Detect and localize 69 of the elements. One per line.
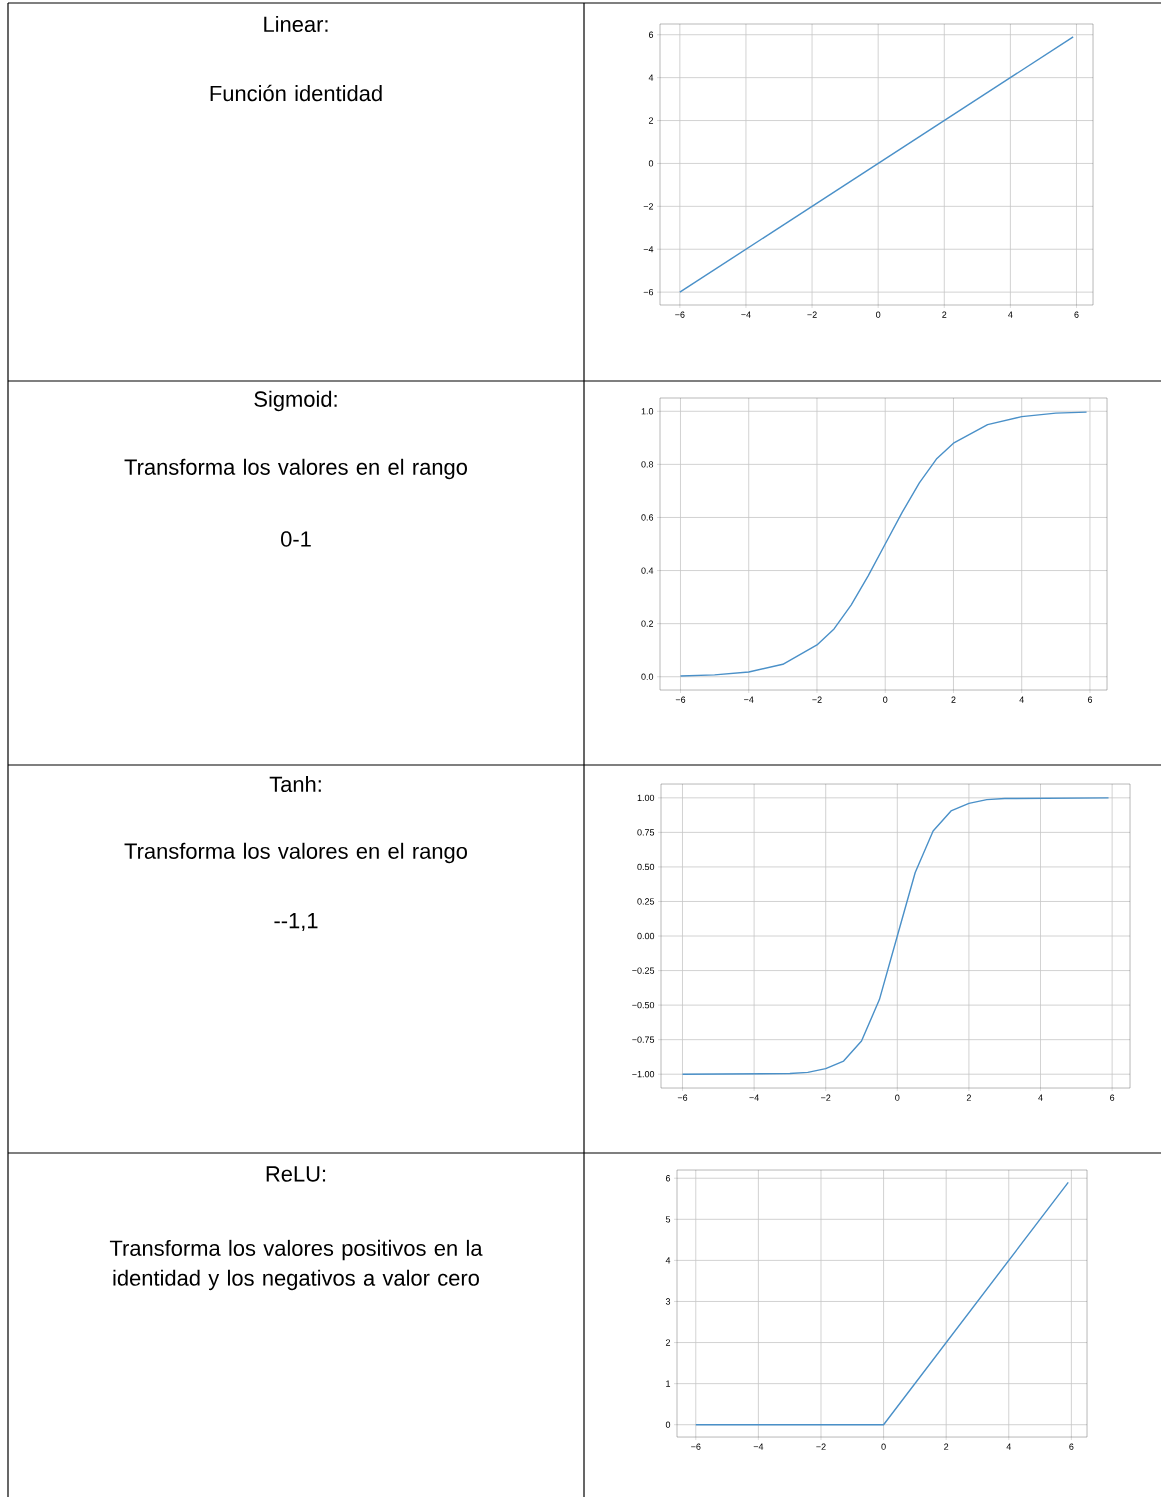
y-tick-label: −0.25 (632, 967, 655, 974)
y-tick-label: −0.50 (632, 1001, 655, 1009)
y-tick-label: 0.6 (641, 514, 654, 521)
y-tick-label: 4 (648, 74, 654, 81)
y-tick-label: 6 (648, 31, 654, 38)
x-tick-label: 6 (1087, 696, 1093, 703)
y-tick-label: 0.25 (637, 898, 655, 905)
y-tick-label: −4 (643, 246, 654, 253)
y-tick-label: 0.75 (637, 829, 655, 836)
x-tick-label: 6 (1110, 1094, 1115, 1101)
x-tick-label: −4 (749, 1094, 759, 1101)
y-tick-label: 0.8 (641, 461, 654, 468)
x-tick-label: 2 (951, 696, 956, 703)
text: Transforma los valores en el rango (124, 458, 467, 480)
x-tick-label: −2 (816, 1443, 826, 1450)
x-tick-label: 4 (1008, 311, 1013, 318)
x-tick-label: 6 (1074, 311, 1079, 318)
text: Transforma los valores en el rango (124, 842, 467, 864)
x-tick-label: 0 (876, 311, 881, 318)
y-tick-label: 3 (665, 1298, 671, 1305)
y-tick-label: −6 (643, 288, 654, 296)
x-tick-label: −6 (691, 1443, 701, 1450)
y-tick-label: 1 (666, 1380, 671, 1387)
x-tick-label: −2 (807, 311, 817, 318)
y-tick-label: 2 (648, 117, 654, 124)
x-tick-label: 4 (1006, 1443, 1011, 1450)
x-tick-label: 2 (944, 1443, 949, 1450)
y-tick-label: 0.0 (641, 673, 654, 680)
x-tick-label: 2 (942, 311, 947, 318)
x-tick-label: −4 (753, 1443, 764, 1450)
text: Transforma los valores positivos en la identidad y los negativos a valor cero (109, 1239, 483, 1291)
y-tick-label: 0.00 (637, 932, 655, 940)
x-tick-label: 0 (883, 696, 888, 703)
text: --1,1 (274, 913, 318, 931)
x-tick-label: 4 (1038, 1094, 1043, 1101)
text: Tanh: (269, 775, 321, 793)
x-tick-label: 0 (881, 1443, 886, 1450)
y-tick-label: 6 (665, 1175, 671, 1182)
x-tick-label: −2 (821, 1094, 831, 1101)
x-tick-label: −2 (812, 696, 822, 703)
x-tick-label: −6 (675, 311, 685, 318)
x-tick-label: −6 (675, 696, 686, 703)
y-tick-label: 0 (665, 1421, 671, 1428)
y-tick-label: 1.00 (637, 794, 655, 802)
y-tick-label: 0.2 (641, 620, 654, 627)
text: Linear: (264, 15, 328, 33)
text: ReLU: (266, 1166, 326, 1182)
y-tick-label: 0.4 (641, 567, 654, 574)
x-tick-label: −4 (741, 311, 751, 318)
y-tick-label: −2 (643, 203, 654, 210)
y-tick-label: 0.50 (637, 863, 655, 871)
line-series (681, 797, 1110, 1075)
x-tick-label: 6 (1069, 1443, 1074, 1450)
y-tick-label: −0.75 (632, 1036, 655, 1043)
y-tick-label: 0 (648, 160, 654, 167)
x-tick-label: 4 (1019, 696, 1024, 703)
y-tick-label: 5 (665, 1216, 671, 1223)
text: Función identidad (210, 84, 382, 102)
line-series (679, 411, 1088, 677)
text: 0-1 (281, 531, 311, 547)
y-tick-label: 2 (665, 1339, 671, 1346)
y-tick-label: −1.00 (632, 1071, 655, 1078)
x-tick-label: −6 (677, 1094, 688, 1101)
x-tick-label: −4 (744, 696, 754, 703)
y-tick-label: 1.0 (641, 408, 654, 415)
text: Sigmoid: (254, 390, 337, 412)
x-tick-label: 0 (895, 1094, 900, 1101)
x-tick-label: 2 (966, 1094, 971, 1101)
y-tick-label: 4 (665, 1257, 671, 1264)
